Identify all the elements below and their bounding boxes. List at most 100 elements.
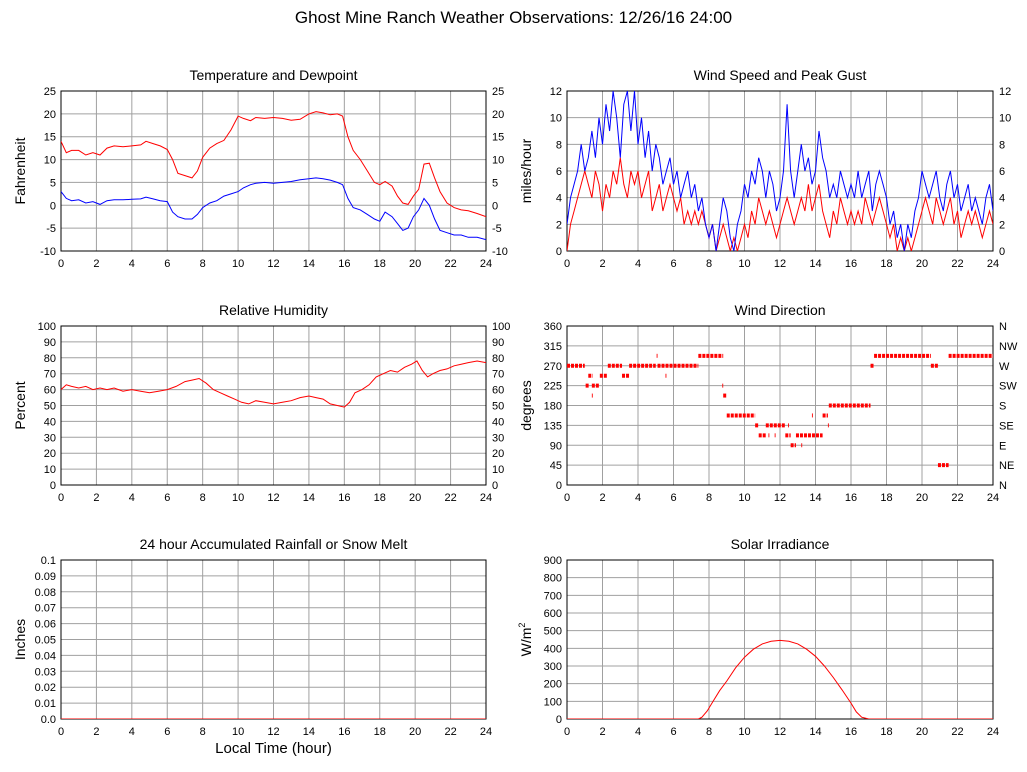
chart-solar: 0 2 4 6 8 10 12 14 16 18 20 22 240100200300400500600… [517, 536, 999, 738]
x-tick-label: 4 [635, 726, 641, 738]
x-tick-label: 6 [164, 492, 170, 504]
y-tick-label: 0.02 [35, 682, 56, 694]
x-tick-label: 24 [987, 492, 999, 504]
y-tick-label-right: 10 [999, 113, 1011, 125]
x-tick-label: 22 [444, 492, 456, 504]
x-tick-label: 10 [738, 492, 750, 504]
y-tick-label-right: 20 [492, 448, 504, 460]
y-tick-label: 270 [544, 361, 562, 373]
x-tick-label: 20 [409, 492, 421, 504]
x-tick-label: 0 [564, 492, 570, 504]
y-tick-label-right: SE [999, 420, 1014, 432]
series-line-temperature [61, 111, 486, 218]
y-tick-label: 45 [550, 460, 562, 472]
x-tick-label: 0 [58, 492, 64, 504]
y-tick-label: 6 [556, 166, 562, 178]
x-tick-label: 18 [374, 492, 386, 504]
y-tick-label-right: S [999, 401, 1006, 413]
y-tick-label-right: SW [999, 381, 1017, 393]
y-tick-label-right: 50 [492, 401, 504, 413]
y-tick-label: 0.1 [41, 555, 56, 567]
y-axis-label: degrees [518, 380, 534, 431]
y-tick-label: 0.01 [35, 698, 56, 710]
y-tick-label-right: E [999, 440, 1006, 452]
x-tick-label: 24 [987, 726, 999, 738]
x-tick-label: 0 [58, 726, 64, 738]
chart-temp: 0 2 4 6 8 10 12 14 16 18 20 22 24-10 -10-5 -50 05 510 101… [12, 67, 508, 270]
x-tick-label: 2 [599, 492, 605, 504]
y-tick-label-right: 25 [492, 86, 504, 98]
x-tick-label: 16 [845, 492, 857, 504]
x-tick-label: 20 [409, 726, 421, 738]
x-tick-label: 12 [774, 258, 786, 270]
y-tick-label: 8 [556, 139, 562, 151]
x-tick-label: 10 [232, 258, 244, 270]
y-tick-label: 0.09 [35, 571, 56, 583]
x-tick-label: 14 [809, 726, 821, 738]
x-tick-label: 10 [232, 492, 244, 504]
x-tick-label: 10 [232, 726, 244, 738]
y-tick-label: 900 [544, 555, 562, 567]
y-tick-label: 0.06 [35, 619, 56, 631]
y-axis-label: Fahrenheit [12, 137, 28, 204]
y-tick-label: 0.04 [35, 650, 56, 662]
x-tick-label: 4 [129, 492, 135, 504]
y-tick-label: 80 [44, 353, 56, 365]
y-axis-label: W/m2 [517, 623, 534, 657]
y-tick-label: 0.03 [35, 666, 56, 678]
y-tick-label: 0.07 [35, 603, 56, 615]
x-tick-label: 16 [845, 258, 857, 270]
chart-title: 24 hour Accumulated Rainfall or Snow Mel… [140, 536, 408, 552]
x-tick-label: 2 [599, 258, 605, 270]
x-tick-label: 8 [200, 492, 206, 504]
y-tick-label-right: -10 [492, 246, 508, 258]
x-tick-label: 2 [93, 258, 99, 270]
y-tick-label: 0 [50, 200, 56, 212]
y-tick-label-right: N [999, 321, 1007, 333]
x-tick-label: 18 [880, 726, 892, 738]
y-tick-label-right: NW [999, 341, 1018, 353]
x-tick-label: 6 [670, 258, 676, 270]
x-tick-label: 16 [845, 726, 857, 738]
y-tick-label: 0.0 [41, 714, 56, 726]
x-tick-label: 16 [338, 726, 350, 738]
y-tick-label-right: W [999, 361, 1010, 373]
y-tick-label: 0.08 [35, 587, 56, 599]
y-tick-label-right: 80 [492, 353, 504, 365]
plot-frame [566, 325, 994, 486]
y-tick-label: 60 [44, 385, 56, 397]
y-tick-label: 15 [44, 132, 56, 144]
y-tick-label-right: 5 [492, 177, 498, 189]
y-tick-label-right: 40 [492, 416, 504, 428]
x-tick-label: 14 [303, 726, 315, 738]
y-tick-label-right: 0 [492, 480, 498, 492]
x-tick-label: 24 [480, 492, 492, 504]
y-tick-label: 0 [50, 480, 56, 492]
y-tick-label-right: 60 [492, 385, 504, 397]
y-tick-label: 0 [556, 480, 562, 492]
x-tick-label: 10 [738, 258, 750, 270]
x-tick-label: 8 [706, 726, 712, 738]
y-tick-label: 12 [550, 86, 562, 98]
y-tick-label: 100 [544, 696, 562, 708]
x-tick-label: 24 [987, 258, 999, 270]
x-tick-label: 12 [267, 726, 279, 738]
x-tick-label: 4 [129, 726, 135, 738]
y-tick-label: 20 [44, 448, 56, 460]
y-tick-label: 300 [544, 661, 562, 673]
y-tick-label-right: 30 [492, 432, 504, 444]
y-tick-label: 30 [44, 432, 56, 444]
x-tick-label: 0 [564, 726, 570, 738]
y-tick-label-right: -5 [492, 223, 502, 235]
series-line-solar-irradiance [567, 639, 993, 719]
series-line-relative-humidity [61, 360, 486, 408]
x-tick-label: 6 [164, 258, 170, 270]
y-tick-label-right: 10 [492, 155, 504, 167]
x-tick-label: 12 [774, 726, 786, 738]
y-tick-label: 20 [44, 109, 56, 121]
plot-frame [566, 90, 994, 252]
y-tick-label-right: 0 [492, 200, 498, 212]
x-tick-label: 8 [200, 726, 206, 738]
